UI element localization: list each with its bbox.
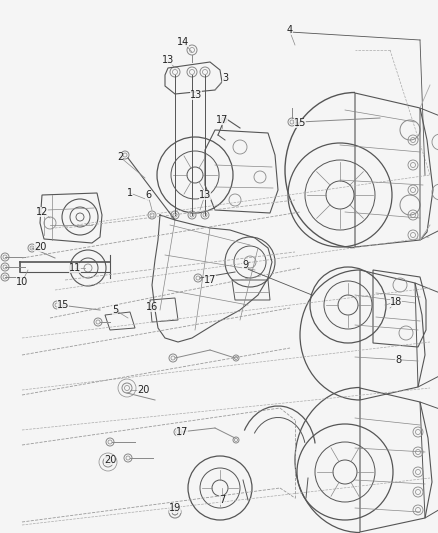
Text: 14: 14 xyxy=(177,37,189,47)
Text: 19: 19 xyxy=(169,503,181,513)
Text: 17: 17 xyxy=(175,427,188,437)
Text: 12: 12 xyxy=(36,207,48,217)
Text: 10: 10 xyxy=(16,277,28,287)
Text: 13: 13 xyxy=(198,190,211,200)
Text: 5: 5 xyxy=(112,305,118,315)
Text: 13: 13 xyxy=(190,90,201,100)
Text: 7: 7 xyxy=(219,495,225,505)
Text: 1: 1 xyxy=(127,188,133,198)
Text: 3: 3 xyxy=(222,73,228,83)
Text: 13: 13 xyxy=(162,55,174,65)
Text: 6: 6 xyxy=(145,190,151,200)
Text: 8: 8 xyxy=(394,355,400,365)
Text: 16: 16 xyxy=(145,302,158,312)
Text: 20: 20 xyxy=(34,242,46,252)
Text: 20: 20 xyxy=(103,455,116,465)
Text: 9: 9 xyxy=(241,260,247,270)
Text: 20: 20 xyxy=(137,385,149,395)
Text: 18: 18 xyxy=(389,297,401,307)
Text: 2: 2 xyxy=(117,152,123,162)
Text: 4: 4 xyxy=(286,25,293,35)
Text: 17: 17 xyxy=(203,275,215,285)
Text: 17: 17 xyxy=(215,115,228,125)
Text: 11: 11 xyxy=(69,263,81,273)
Text: 15: 15 xyxy=(293,118,305,128)
Text: 15: 15 xyxy=(57,300,69,310)
